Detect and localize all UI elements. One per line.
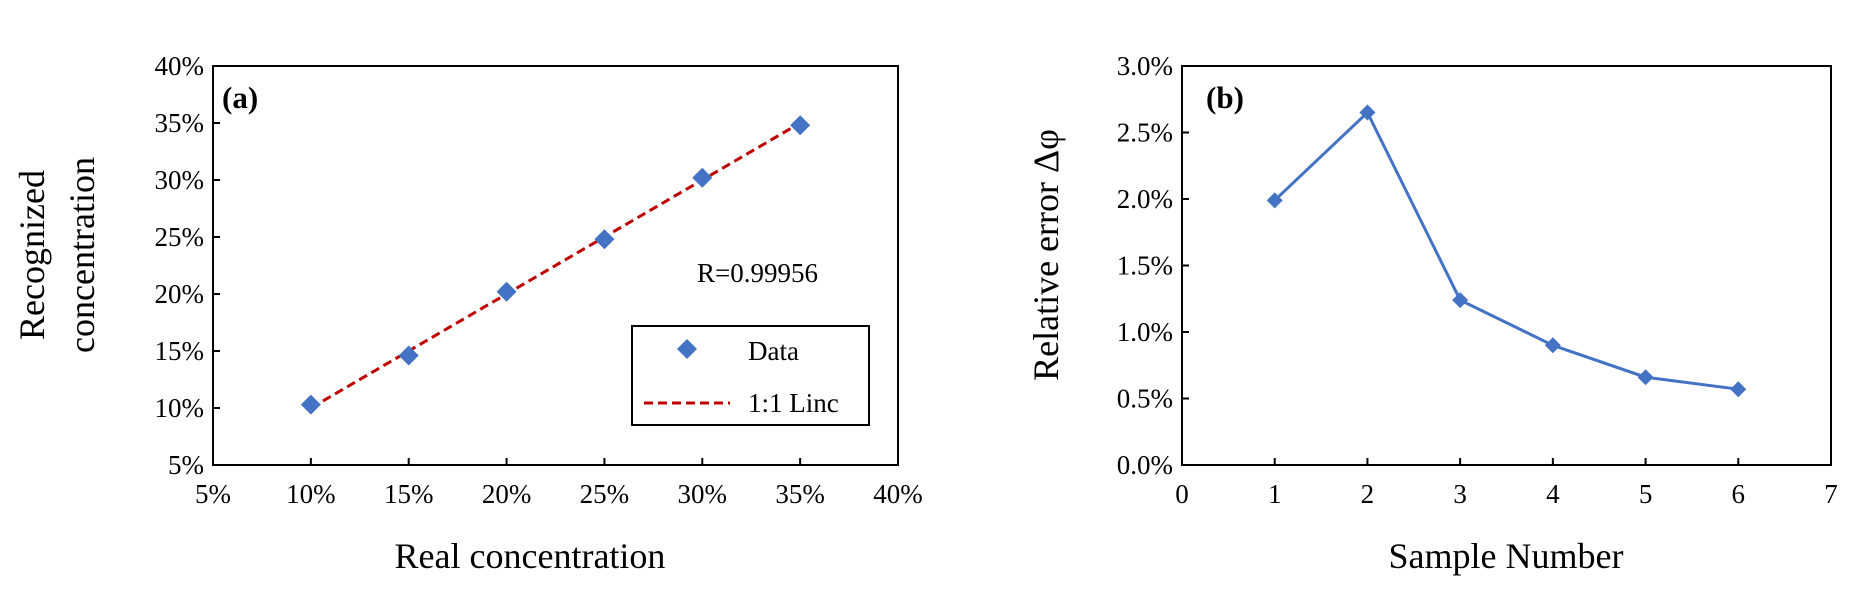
tick-marks-a: [212, 65, 899, 466]
y-tick-label: 20%: [155, 279, 205, 309]
y-tick-label: 15%: [155, 336, 205, 366]
x-tick-label: 1: [1268, 479, 1282, 509]
x-tick-label: 0: [1175, 479, 1189, 509]
y-tick-label: 0.5%: [1117, 384, 1173, 414]
y-tick-label: 35%: [155, 108, 205, 138]
y-tick-label: 40%: [155, 51, 205, 81]
x-tick-label: 30%: [678, 479, 728, 509]
series-points-data: [300, 115, 811, 415]
panel-label-a: (a): [222, 80, 258, 115]
legend-label-data: Data: [748, 336, 799, 366]
x-tick-label: 7: [1824, 479, 1838, 509]
y-tick-label: 25%: [155, 222, 205, 252]
annotation-r-value: R=0.99956: [697, 258, 818, 288]
y-axis-title-a-line1: Recognized: [12, 170, 52, 340]
data-point: [1452, 292, 1469, 309]
data-point: [594, 229, 615, 250]
panel-label-b: (b): [1206, 80, 1244, 115]
data-point: [1637, 369, 1654, 386]
y-tick-label: 30%: [155, 165, 205, 195]
y-tick-label: 10%: [155, 393, 205, 423]
data-point: [1266, 192, 1283, 209]
x-tick-label: 3: [1453, 479, 1467, 509]
x-tick-label: 35%: [775, 479, 825, 509]
tick-marks-b: [1181, 65, 1832, 466]
x-tick-label: 40%: [873, 479, 923, 509]
legend-marker-data: [677, 339, 697, 359]
legend-label-1to1: 1:1 Linc: [748, 388, 839, 418]
x-axis-title-a: Real concentration: [395, 536, 666, 576]
plot-frame-a: [212, 65, 899, 466]
series-line-1to1: [310, 121, 801, 410]
y-tick-label: 2.0%: [1117, 184, 1173, 214]
y-tick-labels-a: 5% 10% 15% 20% 25% 30% 35% 40%: [155, 51, 205, 480]
legend-frame: [631, 325, 870, 426]
x-tick-label: 6: [1732, 479, 1746, 509]
data-point: [496, 281, 517, 302]
x-tick-label: 5: [1639, 479, 1653, 509]
y-tick-label: 3.0%: [1117, 51, 1173, 81]
plot-frame-b: [1181, 65, 1832, 466]
x-tick-label: 2: [1361, 479, 1375, 509]
x-axis-title-b: Sample Number: [1389, 536, 1624, 576]
y-tick-label: 5%: [168, 450, 204, 480]
x-tick-labels-a: 5% 10% 15% 20% 25% 30% 35% 40%: [195, 479, 923, 509]
data-point: [1359, 104, 1376, 121]
data-point: [1730, 381, 1747, 398]
y-tick-label: 0.0%: [1117, 450, 1173, 480]
x-tick-label: 20%: [482, 479, 532, 509]
x-tick-labels-b: 0 1 2 3 4 5 6 7: [1175, 479, 1838, 509]
x-tick-label: 25%: [580, 479, 630, 509]
x-tick-label: 15%: [384, 479, 434, 509]
y-tick-labels-b: 0.0% 0.5% 1.0% 1.5% 2.0% 2.5% 3.0%: [1117, 51, 1173, 480]
legend-a: Data 1:1 Linc: [631, 325, 870, 426]
y-axis-title-b: Relative error Δφ: [1026, 129, 1066, 381]
x-tick-label: 10%: [286, 479, 336, 509]
data-point: [1544, 337, 1561, 354]
series-points-relative-error: [1266, 104, 1747, 398]
x-tick-label: 4: [1546, 479, 1560, 509]
data-point: [692, 167, 713, 188]
y-tick-label: 1.0%: [1117, 317, 1173, 347]
x-tick-label: 5%: [195, 479, 231, 509]
data-point: [790, 115, 811, 136]
panel-a: 5% 10% 15% 20% 25% 30% 35% 40% 5% 10% 15% 20% 25% 30…: [12, 51, 923, 576]
data-point: [300, 394, 321, 415]
y-axis-title-a-line2: concentration: [62, 157, 102, 353]
series-line-relative-error: [1273, 110, 1739, 391]
panel-b: 0.0% 0.5% 1.0% 1.5% 2.0% 2.5% 3.0% 0 1 2 3 4 5 6 7 (b…: [1026, 51, 1838, 576]
y-tick-label: 2.5%: [1117, 118, 1173, 148]
y-tick-label: 1.5%: [1117, 251, 1173, 281]
data-point: [398, 345, 419, 366]
